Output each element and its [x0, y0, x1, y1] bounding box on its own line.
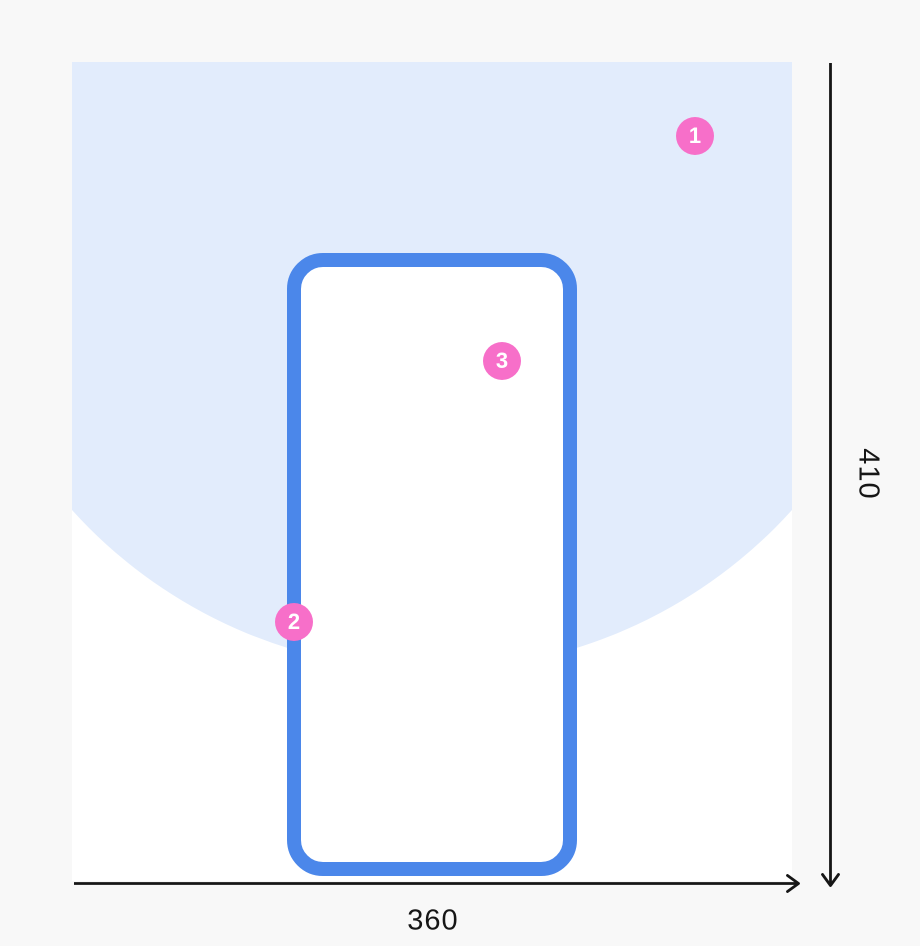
callout-badge-3: 3 — [483, 342, 521, 380]
width-dimension-label: 360 — [407, 904, 459, 937]
down-arrow-icon — [821, 873, 840, 887]
display-canvas — [72, 62, 792, 881]
device-frame — [287, 253, 577, 876]
callout-badge-1: 1 — [676, 117, 714, 155]
callout-badge-2-label: 2 — [287, 609, 301, 634]
height-dimension-arrow — [821, 63, 840, 887]
callout-badge-1-label: 1 — [688, 123, 702, 148]
height-dimension-label: 410 — [852, 448, 885, 500]
callout-badge-3-label: 3 — [495, 348, 509, 373]
callout-badge-2: 2 — [275, 603, 313, 641]
